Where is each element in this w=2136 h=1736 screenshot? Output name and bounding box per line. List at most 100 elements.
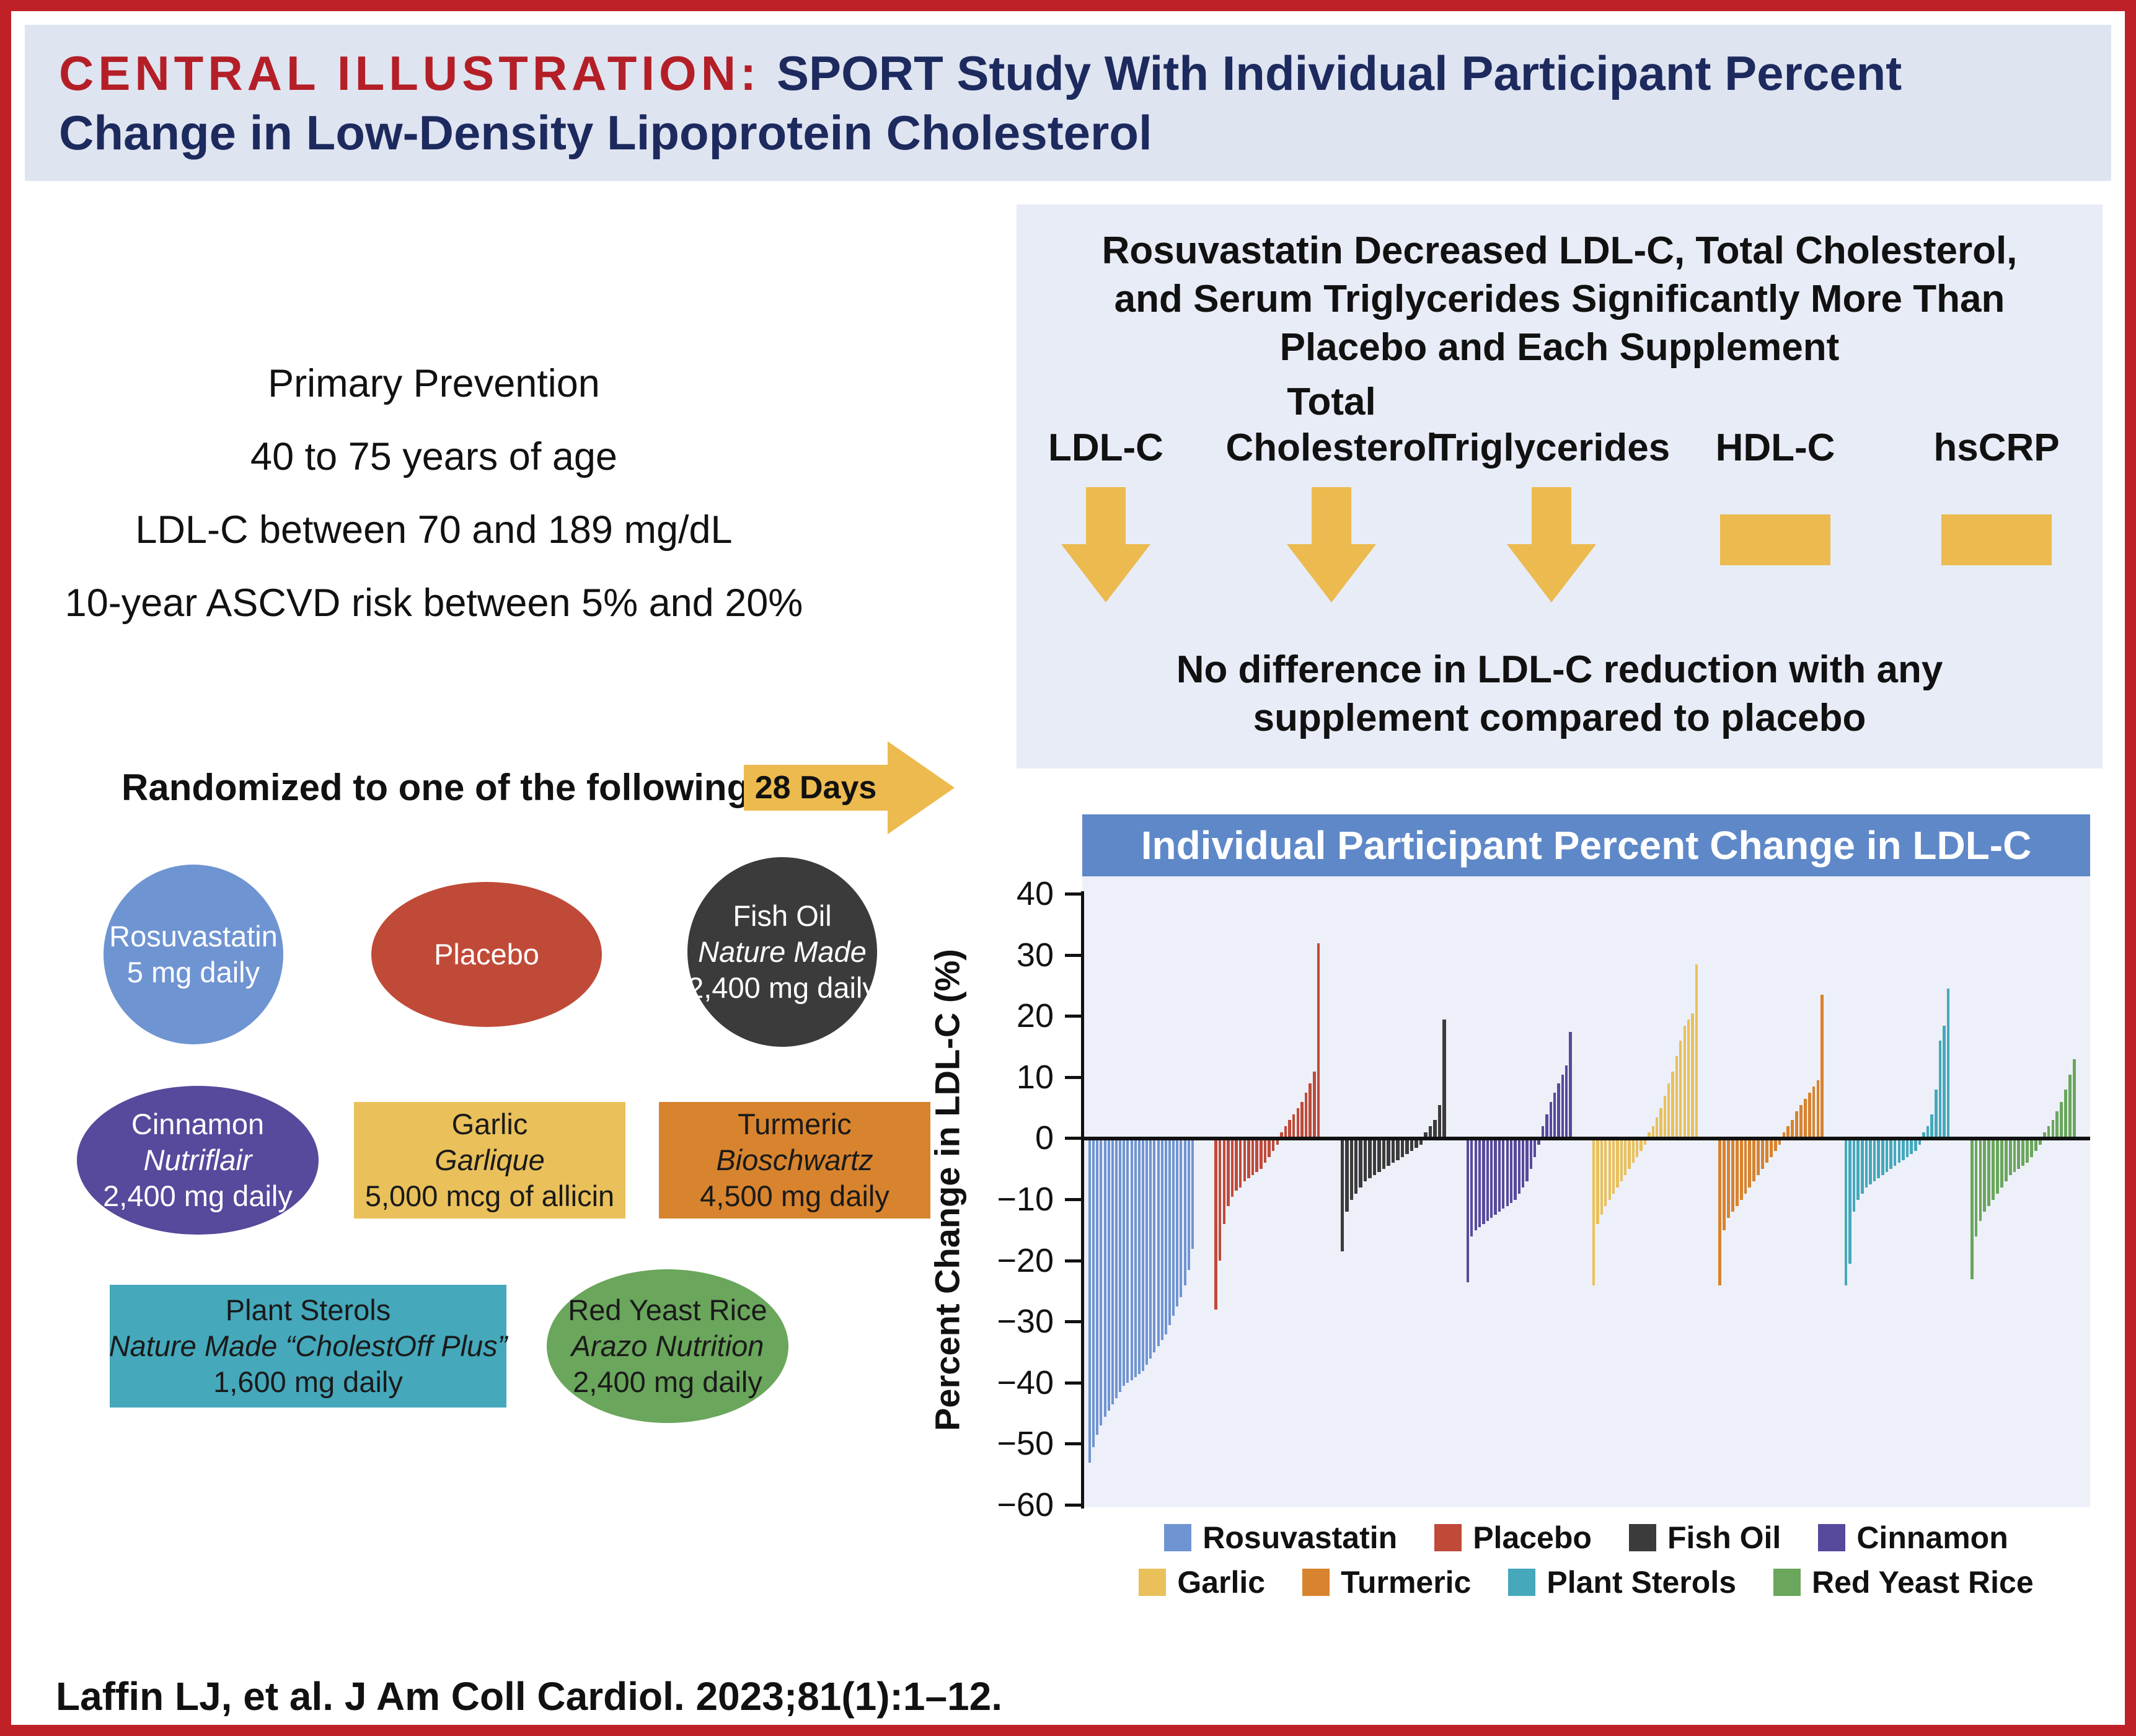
chart-bar [1428,1126,1432,1139]
chart-bar [1799,1104,1803,1139]
outcome-icon-area [1440,471,1663,617]
chart-bar [1092,1139,1095,1447]
treatment-cinnamon: Cinnamon Nutriflair 2,400 mg daily [77,1086,319,1235]
y-axis-title: Percent Change in LDL-C (%) [927,949,967,1431]
chart-bar [1238,1139,1242,1187]
down-arrow-shaft [1312,487,1351,544]
chart-bar [1410,1139,1414,1151]
chart-bar [1529,1139,1533,1170]
chart-bar [1251,1139,1255,1176]
chart-bar [1914,1139,1917,1151]
chart-bar [1861,1139,1864,1194]
chart-bar [1905,1139,1909,1157]
y-tick-mark [1065,1076,1081,1079]
chart-bar [1506,1139,1509,1206]
criteria-line: Primary Prevention [268,362,600,405]
chart-bar [1359,1139,1362,1187]
y-tick-mark [1065,1442,1081,1445]
outcome-column-total-cholesterol: Total Cholesterol [1220,377,1443,617]
chart-bar [1748,1139,1752,1187]
legend-label: Fish Oil [1667,1520,1781,1555]
chart-bar [1134,1139,1137,1377]
outcome-icon-area [1220,471,1443,617]
outcome-label: LDL-C [994,377,1217,471]
chart-bar [2047,1126,2050,1139]
treatment-name: Red Yeast Rice [568,1293,767,1326]
chart-bar [1424,1132,1428,1139]
chart-bar [1263,1139,1267,1163]
chart-bar [1893,1139,1897,1166]
chart-bar [1391,1139,1395,1163]
treatment-name: Cinnamon [131,1108,265,1140]
outcome-label: hsCRP [1885,377,2108,471]
chart-bar [1470,1139,1473,1236]
chart-bar [1387,1139,1390,1166]
y-tick-mark [1065,954,1081,957]
chart-bar [2064,1090,2067,1139]
chart-bar [1280,1132,1283,1139]
chart-bar [1260,1139,1263,1170]
chart-bar [1123,1139,1126,1386]
chart-bar [1486,1139,1489,1222]
chart-bar [1255,1139,1258,1173]
chart-bar [1187,1139,1190,1270]
chart-bar [1514,1139,1517,1200]
chart-bar [1553,1093,1556,1139]
chart-bar [1631,1139,1635,1163]
outcome-column-hscrp: hsCRP [1885,377,2108,617]
chart-bar [1377,1139,1381,1173]
chart-bar [1877,1139,1880,1179]
chart-bar [1943,1025,1946,1139]
legend-swatch [1434,1524,1462,1551]
y-tick-label: 0 [1035,1119,1054,1157]
down-arrow-head [1287,544,1376,602]
treatment-name: Rosuvastatin [109,920,278,953]
central-illustration-label: CENTRAL ILLUSTRATION: [59,46,761,100]
outcome-label-line: Triglycerides [1432,426,1670,469]
chart-bar [1616,1139,1619,1187]
chart-bar [1400,1139,1405,1157]
chart-bar [1926,1126,1930,1139]
chart-bar [1100,1139,1103,1426]
chart-bar [1437,1104,1441,1139]
legend-item: Placebo [1434,1520,1592,1556]
chart-bar [1930,1114,1933,1139]
chart-bar [1735,1139,1739,1206]
chart-bar [1304,1093,1308,1139]
chart-bar [1235,1139,1238,1191]
chart-bar [1191,1139,1194,1249]
chart-bar [1126,1139,1129,1383]
outcome-markers: LDL-C Total Cholesterol Triglycerides HDL-C h… [1017,205,2103,769]
chart-bar [1596,1139,1599,1224]
down-arrow-head [1507,544,1596,602]
chart-bar [1651,1126,1654,1139]
legend-item: Cinnamon [1818,1520,2008,1556]
legend-swatch [1164,1524,1192,1551]
treatment-brand: Arazo Nutrition [571,1329,764,1362]
chart-bar [1442,1019,1446,1139]
chart-bar [1115,1139,1118,1398]
y-tick-label: −60 [997,1486,1054,1523]
y-tick-mark [1065,1504,1081,1507]
chart-title-bar: Individual Participant Percent Change in… [1082,814,2090,876]
chart-bar [1111,1139,1114,1404]
chart-bar [1268,1139,1271,1157]
outcome-icon-area [994,471,1217,617]
legend-item: Garlic [1139,1564,1265,1600]
chart-bar [1180,1139,1183,1298]
treatment-brand: Nature Made “CholestOff Plus” [108,1329,508,1362]
down-arrow-icon [1507,487,1596,617]
chart-bar [1276,1139,1279,1145]
legend-row: Garlic Turmeric Plant Sterols Red Yeast Ric… [1139,1564,2034,1600]
chart-bar [1222,1139,1226,1224]
inclusion-criteria: Primary Prevention 40 to 75 years of age L… [62,347,806,640]
chart-bar [1739,1139,1743,1200]
criteria-line: LDL-C between 70 and 189 mg/dL [135,508,733,552]
chart-bar [1718,1139,1722,1285]
chart-bar [1679,1041,1682,1139]
chart-bar [2034,1139,2037,1151]
y-axis: 40 30 20 10 0 −10 −20 −30 −40 −50 −60 [967,875,1081,1523]
chart-bar [1549,1101,1552,1139]
chart-bar [1107,1139,1110,1411]
